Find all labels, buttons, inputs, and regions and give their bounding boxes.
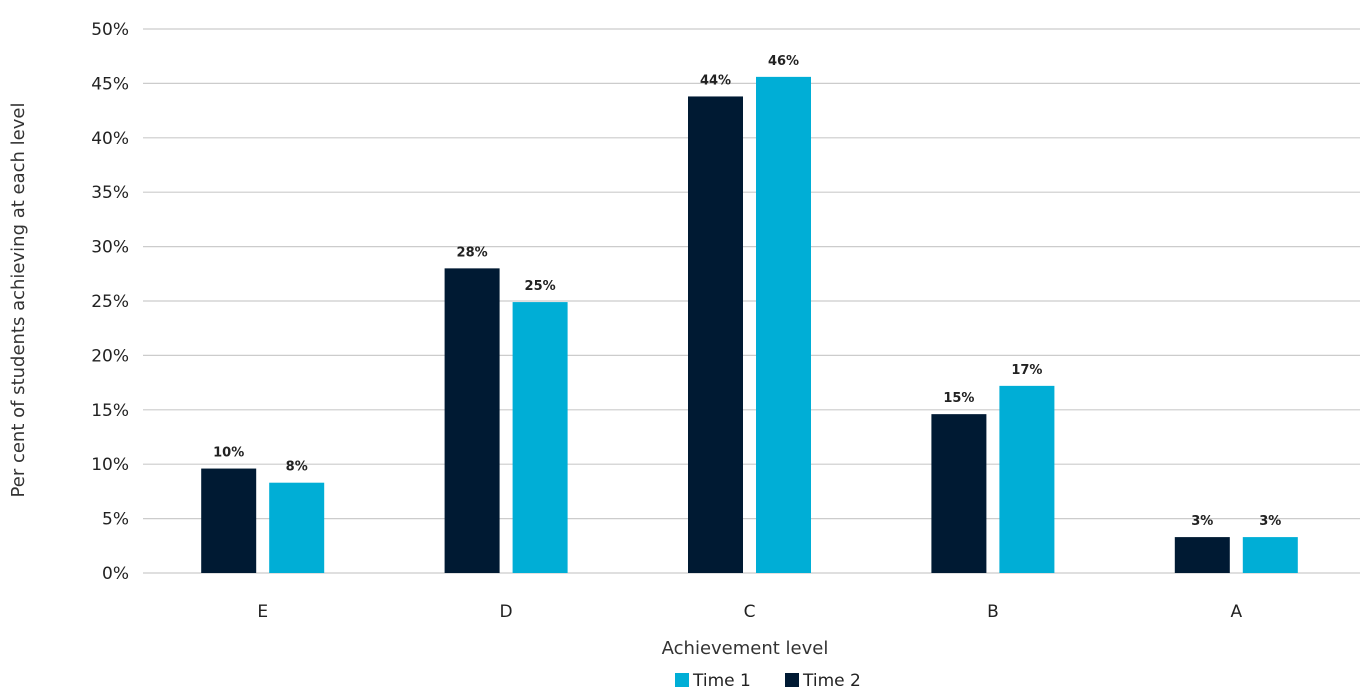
data-label: 3% — [1191, 514, 1213, 529]
x-tick-label: B — [987, 602, 999, 622]
y-tick-label: 40% — [91, 129, 129, 149]
x-axis-title: Achievement level — [662, 638, 829, 659]
bar-a-time-2 — [1174, 537, 1230, 573]
y-tick-label: 5% — [102, 510, 129, 530]
legend-item-time-2: Time 2 — [785, 671, 861, 690]
bar-a-time-1 — [1242, 537, 1298, 573]
x-tick-label: D — [500, 602, 513, 622]
legend-swatch — [675, 673, 689, 687]
x-tick-label: A — [1230, 602, 1242, 622]
bar-d-time-1 — [512, 302, 568, 573]
data-label: 44% — [700, 73, 731, 88]
y-tick-label: 45% — [91, 74, 129, 94]
data-label: 46% — [768, 54, 799, 69]
y-tick-label: 20% — [91, 346, 129, 366]
legend: Time 1 Time 2 — [675, 671, 861, 690]
bars — [201, 76, 1298, 574]
y-tick-label: 10% — [91, 455, 129, 475]
data-label: 10% — [213, 446, 244, 461]
bar-b-time-1 — [999, 385, 1055, 573]
y-axis-ticks: 0% 5% 10% 15% 20% 25% 30% 35% 40% 45% 50% — [91, 20, 129, 584]
data-labels: 10% 8% 28% 25% 44% 46% 15% 17% 3% 3% — [213, 54, 1281, 529]
legend-swatch — [785, 673, 799, 687]
legend-label: Time 2 — [802, 671, 861, 690]
data-label: 8% — [286, 460, 308, 475]
data-label: 15% — [943, 391, 974, 406]
y-axis-title: Per cent of students achieving at each l… — [8, 103, 29, 498]
y-tick-label: 35% — [91, 183, 129, 203]
data-label: 3% — [1259, 514, 1281, 529]
gridlines — [143, 28, 1360, 574]
bar-c-time-2 — [688, 96, 743, 574]
data-label: 17% — [1011, 363, 1042, 378]
data-label: 28% — [457, 245, 488, 260]
bar-e-time-2 — [201, 468, 257, 573]
legend-item-time-1: Time 1 — [675, 671, 751, 690]
y-tick-label: 30% — [91, 238, 129, 258]
bar-e-time-1 — [269, 482, 325, 573]
x-tick-label: C — [744, 602, 756, 622]
y-tick-label: 50% — [91, 20, 129, 40]
x-tick-label: E — [257, 602, 268, 622]
y-tick-label: 25% — [91, 292, 129, 312]
data-label: 25% — [525, 279, 556, 294]
legend-label: Time 1 — [692, 671, 751, 690]
bar-c-time-1 — [756, 76, 811, 573]
y-tick-label: 15% — [91, 401, 129, 421]
bar-b-time-2 — [931, 414, 987, 573]
y-tick-label: 0% — [102, 564, 129, 584]
bar-d-time-2 — [444, 268, 500, 573]
